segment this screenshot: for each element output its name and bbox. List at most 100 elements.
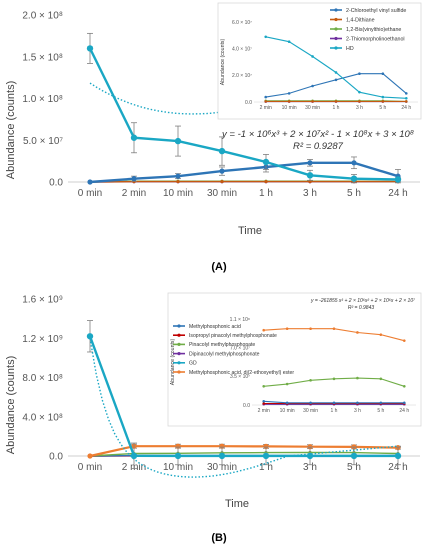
panel-b-legend-label-5: Methylphosphonic acid, di(2-ethoxyethyl)…	[189, 370, 294, 376]
panel-a-inset-xtick-1: 10 min	[282, 105, 297, 111]
panel-a-s0-point-2	[174, 137, 182, 145]
panel-a-inset-s0-point-3	[334, 71, 338, 74]
panel-b-xtick-5: 3 h	[303, 462, 317, 473]
panel-b-legend-marker-1	[177, 333, 181, 337]
panel-a-r-squared: R² = 0.9287	[293, 141, 344, 152]
panel-a-legend-marker-3	[334, 36, 338, 41]
panel-a-xtick-0: 0 min	[78, 188, 102, 199]
panel-a-xtick-6: 5 h	[347, 188, 361, 199]
panel-b-inset-xtick-4: 3 h	[354, 408, 361, 414]
panel-a-inset-xtick-3: 1 h	[333, 105, 340, 111]
panel-a-inset-s1-point-2	[311, 84, 314, 88]
panel-a-s0-point-1	[130, 134, 138, 141]
panel-b-inset-s1-point-6	[402, 385, 406, 388]
panel-a-inset-s0-point-1	[287, 40, 291, 43]
panel-a-inset-xtick-2: 30 min	[305, 105, 320, 111]
panel-b-xtick-3: 30 min	[207, 462, 237, 473]
panel-b-s0-point-0	[86, 333, 94, 340]
panel-a-inset-xtick-5: 5 h	[379, 105, 386, 111]
panel-a-legend-label-2: 1,2-Bis(vinylthio)ethane	[346, 27, 401, 33]
panel-a-inset-xtick-4: 3 h	[356, 105, 363, 111]
panel-b-inset-ytick-0: 0.0	[243, 403, 250, 409]
panel-a-xtick-1: 2 min	[122, 188, 146, 199]
panel-b-inset-ylabel: Abundance (counts)	[170, 339, 176, 386]
panel-b-inset-s1-point-1	[285, 382, 289, 386]
panel-a-inset-s2-point-5	[381, 100, 385, 103]
panel-b-inset-s1-point-0	[262, 385, 266, 388]
panel-b-xtick-6: 5 h	[347, 462, 361, 473]
panel-b-inset-ytick-1: 3.5 × 10⁷	[230, 374, 250, 380]
panel-b-s0-line	[88, 335, 398, 458]
panel-a-ylabel: Abundance (counts)	[5, 81, 17, 179]
panel-b-legend-label-1: Isopropyl pinacolyl methylphosphonate	[189, 333, 277, 339]
panel-b-legend-marker-3	[177, 352, 181, 356]
panel-a-inset-xtick-6: 24 h	[401, 105, 411, 111]
panel-a-ytick-0: 0.0	[49, 178, 63, 189]
panel-b-legend-label-2: Pinacolyl methylphosphonate	[189, 342, 255, 348]
panel-a-inset-s1-point-4	[358, 72, 361, 75]
panel-a-inset-s2-point-4	[358, 100, 361, 103]
panel-a-xtick-7: 24 h	[388, 188, 407, 199]
panel-b-s1-point-0	[87, 453, 93, 459]
panel-a-s0-point-6	[350, 175, 358, 182]
panel-a-series-1	[87, 156, 401, 185]
panel-b-inset-trend-equation: y = -261855 x³ + 2 × 10⁶x² + 2 × 10⁶x + …	[310, 298, 415, 304]
panel-b-s0-point-4	[262, 452, 270, 460]
panel-a-s0-line	[88, 47, 399, 181]
panel-b-xtick-7: 24 h	[388, 462, 407, 473]
panel-b-inset-s3-point-0	[262, 402, 266, 405]
panel-a-s2-point-4	[264, 179, 268, 184]
panel-b-inset-s0-point-6	[402, 339, 406, 342]
panel-b-ytick-3: 1.2 × 10⁹	[22, 334, 63, 345]
panel-b-inset-ytick-2: 7.0 × 10⁷	[230, 345, 250, 351]
panel-b-inset-s0-point-5	[379, 333, 383, 337]
panel-b-s1-point-3	[219, 443, 225, 449]
panel-a-inset-s1-point-5	[381, 72, 385, 75]
panel-a-s1-point-0	[87, 179, 93, 185]
panel-a-inset-s0-point-2	[311, 55, 314, 58]
panel-b-inset-s0-point-3	[332, 327, 336, 331]
panel-b: Abundance (counts) Time (B) 0.0 4.0 × 10⁸…	[5, 292, 422, 544]
panel-a-s1-line	[89, 161, 399, 184]
panel-a-inset-s2-point-6	[404, 100, 408, 103]
panel-a: Abundance (counts) Time y = -1 × 10⁶x³ +…	[5, 2, 422, 273]
panel-a-s2-point-3	[220, 179, 224, 184]
panel-a-ytick-2: 1.0 × 10⁸	[22, 94, 63, 105]
panel-b-inset-r-squared: R² = 0.9843	[348, 305, 374, 311]
panel-a-inset-ytick-0: 0.0	[245, 100, 252, 106]
panel-a-inset-s1-point-1	[287, 92, 291, 95]
panel-b-s1-line	[89, 445, 399, 458]
panel-b-inset-s2-point-3	[332, 401, 336, 405]
panel-b-inset-xtick-5: 5 h	[377, 408, 384, 414]
panel-a-ytick-3: 1.5 × 10⁸	[22, 52, 63, 63]
panel-b-inset-s1-point-4	[356, 376, 359, 380]
panel-a-inset-s1-point-0	[264, 95, 268, 99]
panel-b-inset-frame	[167, 292, 422, 427]
panel-b-legend-label-3: Dipinacolyl methylphosphonate	[189, 351, 260, 357]
panel-a-inset-ytick-1: 2.0 × 10⁷	[232, 73, 252, 79]
panel-a-inset: Abundance (counts) 0.0 2.0 × 10⁷ 4.0 × 10⁷ 6…	[217, 2, 422, 120]
panel-b-ytick-1: 4.0 × 10⁸	[22, 412, 63, 423]
panel-b-legend-marker-2	[177, 342, 181, 346]
panel-a-s0-point-0	[86, 45, 94, 52]
panel-a-s0-point-4	[262, 158, 270, 166]
panel-a-inset-s1-point-3	[334, 78, 338, 82]
panel-a-s0-point-3	[218, 147, 226, 155]
panel-a-xlabel: Time	[238, 225, 262, 237]
panel-b-ytick-4: 1.6 × 10⁹	[22, 295, 63, 306]
panel-b-legend-label-4: GD	[189, 361, 197, 367]
panel-b-s2-line	[89, 451, 399, 457]
panel-a-inset-s0-point-0	[264, 35, 268, 39]
panel-b-legend-marker-4	[177, 361, 181, 365]
panel-b-trendline	[89, 338, 399, 478]
panel-a-legend-label-3: 2-Thiomorpholinoethanol	[346, 36, 405, 42]
panel-a-legend-marker-4	[334, 46, 338, 50]
panel-a-inset-s2-point-2	[311, 100, 314, 103]
panel-a-trend-equation: y = -1 × 10⁶x³ + 2 × 10⁷x² - 1 × 10⁸x + …	[221, 129, 414, 140]
panel-b-s0-point-2	[174, 452, 182, 460]
panel-b-inset-s2-point-6	[402, 401, 406, 405]
panel-a-ytick-1: 5.0 × 10⁷	[23, 136, 63, 147]
panel-b-s0-point-6	[350, 452, 358, 460]
panel-b-inset-s1-point-2	[309, 379, 312, 382]
